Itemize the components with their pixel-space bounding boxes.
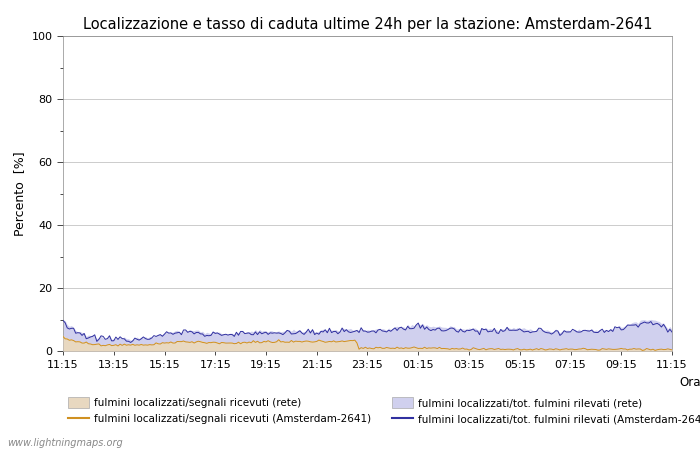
Legend: fulmini localizzati/segnali ricevuti (rete), fulmini localizzati/segnali ricevut: fulmini localizzati/segnali ricevuti (re…	[68, 397, 700, 424]
Text: Orario: Orario	[679, 376, 700, 389]
Text: www.lightningmaps.org: www.lightningmaps.org	[7, 438, 122, 448]
Title: Localizzazione e tasso di caduta ultime 24h per la stazione: Amsterdam-2641: Localizzazione e tasso di caduta ultime …	[83, 17, 652, 32]
Y-axis label: Percento  [%]: Percento [%]	[13, 151, 26, 236]
